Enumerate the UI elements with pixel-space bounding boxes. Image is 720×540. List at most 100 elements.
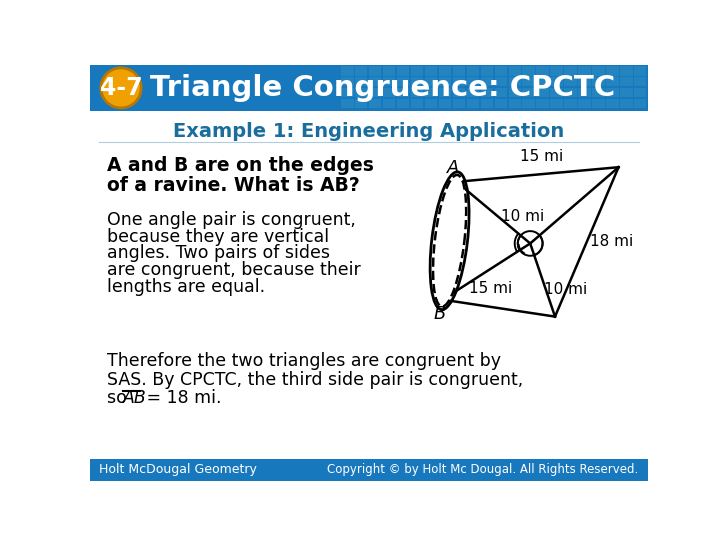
Text: because they are vertical: because they are vertical — [107, 227, 329, 246]
Bar — [369, 88, 382, 97]
Text: = 18 mi.: = 18 mi. — [141, 389, 222, 407]
Text: Triangle Congruence: CPCTC: Triangle Congruence: CPCTC — [150, 74, 616, 102]
Text: A and B are on the edges: A and B are on the edges — [107, 156, 374, 175]
Text: are congruent, because their: are congruent, because their — [107, 261, 361, 279]
Bar — [355, 66, 367, 76]
Bar — [564, 77, 577, 86]
Bar — [90, 65, 648, 111]
Bar — [90, 111, 648, 459]
Text: 15 mi: 15 mi — [520, 148, 563, 164]
Text: A: A — [447, 159, 459, 177]
Bar — [341, 77, 354, 86]
Bar — [550, 77, 563, 86]
Bar — [369, 99, 382, 108]
Bar — [481, 66, 493, 76]
Bar — [495, 77, 507, 86]
Bar — [495, 88, 507, 97]
Bar — [523, 88, 535, 97]
Bar — [438, 66, 451, 76]
Bar — [355, 88, 367, 97]
Bar — [467, 77, 479, 86]
Bar — [467, 88, 479, 97]
Bar — [425, 77, 437, 86]
Bar — [397, 66, 409, 76]
Bar — [397, 99, 409, 108]
Bar — [578, 88, 590, 97]
Bar — [369, 77, 382, 86]
Bar — [550, 88, 563, 97]
Bar — [383, 77, 395, 86]
Bar — [523, 66, 535, 76]
Bar — [411, 66, 423, 76]
Bar — [523, 99, 535, 108]
Ellipse shape — [101, 68, 141, 108]
Bar — [564, 99, 577, 108]
Bar — [453, 66, 465, 76]
Bar — [606, 88, 618, 97]
Bar — [578, 66, 590, 76]
Bar — [523, 77, 535, 86]
Bar — [481, 77, 493, 86]
Bar — [536, 77, 549, 86]
Bar — [397, 77, 409, 86]
Bar — [620, 99, 632, 108]
Bar — [606, 77, 618, 86]
Bar — [536, 66, 549, 76]
Text: AB: AB — [122, 389, 146, 407]
Bar — [564, 66, 577, 76]
Ellipse shape — [433, 175, 466, 307]
Bar — [536, 88, 549, 97]
Bar — [508, 66, 521, 76]
Bar — [634, 77, 647, 86]
Bar — [593, 88, 605, 97]
Bar — [620, 77, 632, 86]
Bar — [341, 99, 354, 108]
Text: Copyright © by Holt Mc Dougal. All Rights Reserved.: Copyright © by Holt Mc Dougal. All Right… — [328, 463, 639, 476]
Bar — [564, 88, 577, 97]
Bar — [438, 77, 451, 86]
Bar — [550, 99, 563, 108]
Bar — [438, 88, 451, 97]
Bar — [634, 88, 647, 97]
Bar — [606, 66, 618, 76]
Bar — [508, 77, 521, 86]
Bar — [508, 99, 521, 108]
Bar — [453, 88, 465, 97]
Text: 15 mi: 15 mi — [469, 281, 512, 296]
Bar — [425, 88, 437, 97]
Text: angles. Two pairs of sides: angles. Two pairs of sides — [107, 245, 330, 262]
Bar — [425, 99, 437, 108]
Text: One angle pair is congruent,: One angle pair is congruent, — [107, 211, 356, 228]
Text: 10 mi: 10 mi — [501, 209, 544, 224]
Bar — [355, 99, 367, 108]
Bar — [550, 66, 563, 76]
Bar — [634, 66, 647, 76]
Bar — [593, 99, 605, 108]
Bar — [355, 77, 367, 86]
Bar — [397, 88, 409, 97]
Bar — [593, 77, 605, 86]
Bar — [578, 77, 590, 86]
Text: Therefore the two triangles are congruent by: Therefore the two triangles are congruen… — [107, 352, 501, 370]
Bar — [481, 88, 493, 97]
Bar — [90, 459, 648, 481]
Bar — [411, 88, 423, 97]
Text: so: so — [107, 389, 132, 407]
Bar — [606, 99, 618, 108]
Bar — [453, 99, 465, 108]
Bar — [383, 88, 395, 97]
Text: Example 1: Engineering Application: Example 1: Engineering Application — [174, 122, 564, 140]
Text: of a ravine. What is AB?: of a ravine. What is AB? — [107, 176, 360, 195]
Bar — [593, 66, 605, 76]
Bar — [425, 66, 437, 76]
Bar — [634, 99, 647, 108]
Text: B: B — [433, 305, 446, 322]
Bar — [411, 77, 423, 86]
Bar — [508, 88, 521, 97]
Bar — [341, 88, 354, 97]
Text: 18 mi: 18 mi — [590, 234, 633, 249]
Text: lengths are equal.: lengths are equal. — [107, 278, 265, 296]
Bar — [620, 88, 632, 97]
Bar — [438, 99, 451, 108]
Bar — [578, 99, 590, 108]
